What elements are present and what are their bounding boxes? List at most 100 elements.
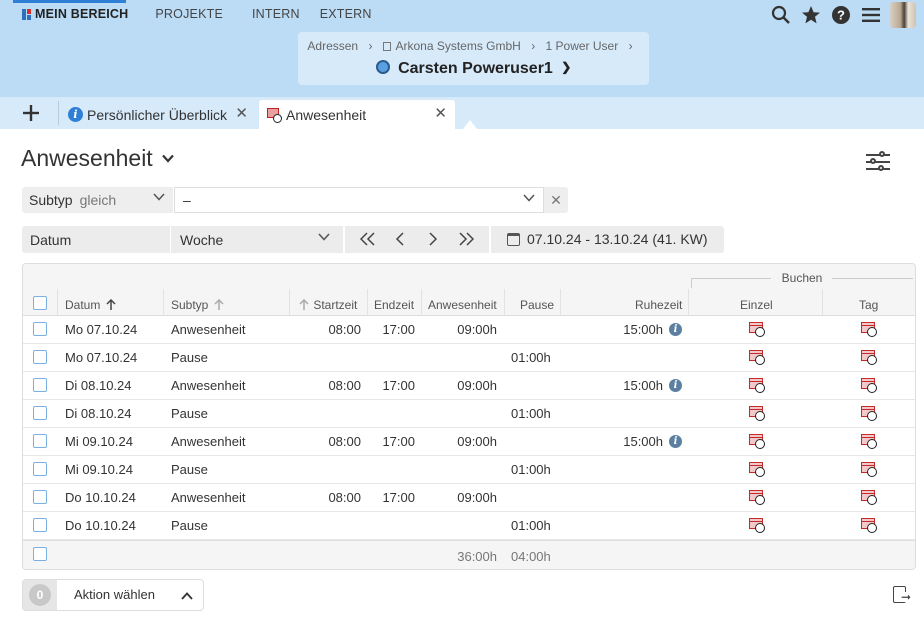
row-checkbox[interactable] <box>33 350 47 364</box>
table-row[interactable]: Di 08.10.24 Pause 01:00h <box>23 400 915 428</box>
cell-datum: Do 10.10.24 <box>65 490 136 505</box>
info-icon[interactable]: i <box>669 379 682 392</box>
book-day-icon[interactable] <box>861 350 877 366</box>
table-footer: 36:00h 04:00h <box>23 540 915 569</box>
clear-filter-button[interactable]: ✕ <box>544 187 568 213</box>
row-checkbox[interactable] <box>33 434 47 448</box>
cell-subtyp: Anwesenheit <box>171 434 246 449</box>
table-row[interactable]: Mi 09.10.24 Anwesenheit 08:00 17:00 09:00h 15… <box>23 428 915 456</box>
row-checkbox[interactable] <box>33 322 47 336</box>
table-row[interactable]: Do 10.10.24 Pause 01:00h <box>23 512 915 540</box>
row-checkbox[interactable] <box>33 490 47 504</box>
col-header-endzeit[interactable]: Endzeit <box>374 298 415 312</box>
tab-persoenlicher-ueberblick[interactable]: i Persönlicher Überblick ✕ <box>60 100 256 129</box>
cell-pause: 01:00h <box>511 462 551 477</box>
select-all-checkbox[interactable] <box>33 296 47 310</box>
row-checkbox[interactable] <box>33 406 47 420</box>
cell-datum: Mo 07.10.24 <box>65 322 138 337</box>
book-day-icon[interactable] <box>861 406 877 422</box>
tab-anwesenheit[interactable]: Anwesenheit ✕ <box>259 100 455 129</box>
book-single-icon[interactable] <box>749 378 765 394</box>
book-single-icon[interactable] <box>749 490 765 506</box>
col-header-pause[interactable]: Pause <box>520 298 555 312</box>
context-title[interactable]: Carsten Poweruser1 ❯ <box>298 60 649 78</box>
table-row[interactable]: Mo 07.10.24 Anwesenheit 08:00 17:00 09:00h 15… <box>23 316 915 344</box>
table-row[interactable]: Di 08.10.24 Anwesenheit 08:00 17:00 09:00h 15… <box>23 372 915 400</box>
col-header-anwesenheit[interactable]: Anwesenheit <box>428 298 497 312</box>
nav-intern[interactable]: INTERN <box>251 7 300 21</box>
settings-sliders-icon[interactable] <box>866 151 890 173</box>
book-day-icon[interactable] <box>861 322 877 338</box>
chevron-up-icon <box>181 584 193 603</box>
close-icon[interactable]: ✕ <box>434 105 447 122</box>
nav-mein-bereich[interactable]: MEIN BEREICH <box>22 7 128 21</box>
divider <box>170 226 171 253</box>
star-icon[interactable] <box>796 2 826 28</box>
page-title[interactable]: Anwesenheit <box>21 145 174 172</box>
cell-datum: Mi 09.10.24 <box>65 462 133 477</box>
col-header-ruhezeit[interactable]: Ruhezeit <box>635 298 683 312</box>
cell-startzeit: 08:00 <box>328 322 361 337</box>
cell-pause: 01:00h <box>511 406 551 421</box>
user-avatar[interactable] <box>890 2 916 28</box>
table-row[interactable]: Do 10.10.24 Anwesenheit 08:00 17:00 09:00h <box>23 484 915 512</box>
breadcrumb: Adressen › Arkona Systems GmbH › 1 Power… <box>298 39 649 53</box>
row-checkbox[interactable] <box>33 462 47 476</box>
book-single-icon[interactable] <box>749 322 765 338</box>
col-header-einzel: Einzel <box>740 298 773 312</box>
cell-datum: Di 08.10.24 <box>65 406 132 421</box>
nav-extern[interactable]: EXTERN <box>319 7 372 21</box>
col-header-datum[interactable]: Datum <box>65 298 116 312</box>
row-checkbox[interactable] <box>33 518 47 532</box>
filter-value-select[interactable]: – <box>174 187 544 213</box>
subtype-filter: Subtyp gleich – ✕ <box>22 187 568 213</box>
add-tab-button[interactable] <box>20 99 42 128</box>
cell-datum: Mi 09.10.24 <box>65 434 133 449</box>
close-icon[interactable]: ✕ <box>235 105 248 122</box>
filter-field-select[interactable]: Subtyp gleich <box>22 187 173 213</box>
main-navigation: MEIN BEREICH PROJEKTE INTERN EXTERN <box>22 7 399 21</box>
nav-projekte[interactable]: PROJEKTE <box>155 7 223 21</box>
book-day-icon[interactable] <box>861 518 877 534</box>
book-day-icon[interactable] <box>861 462 877 478</box>
period-mode-select[interactable]: Woche <box>180 232 224 248</box>
table-row[interactable]: Mo 07.10.24 Pause 01:00h <box>23 344 915 372</box>
dashboard-icon <box>22 8 31 20</box>
menu-icon[interactable] <box>856 2 886 28</box>
date-range[interactable]: 07.10.24 - 13.10.24 (41. KW) <box>527 231 708 247</box>
footer-checkbox[interactable] <box>33 547 47 561</box>
action-select[interactable]: 0 Aktion wählen <box>22 579 204 611</box>
row-checkbox[interactable] <box>33 378 47 392</box>
col-header-startzeit[interactable]: Startzeit <box>299 298 357 312</box>
col-header-subtyp[interactable]: Subtyp <box>171 298 224 312</box>
book-single-icon[interactable] <box>749 350 765 366</box>
book-single-icon[interactable] <box>749 462 765 478</box>
chevron-left-icon[interactable] <box>395 229 405 251</box>
book-day-icon[interactable] <box>861 490 877 506</box>
book-day-icon[interactable] <box>861 378 877 394</box>
book-day-icon[interactable] <box>861 434 877 450</box>
info-icon[interactable]: i <box>669 435 682 448</box>
double-chevron-right-icon[interactable] <box>458 229 475 251</box>
book-single-icon[interactable] <box>749 406 765 422</box>
book-single-icon[interactable] <box>749 518 765 534</box>
chevron-down-icon[interactable] <box>318 232 330 244</box>
help-icon[interactable]: ? <box>826 2 856 28</box>
chevron-right-icon[interactable] <box>428 229 438 251</box>
book-single-icon[interactable] <box>749 434 765 450</box>
info-icon[interactable]: i <box>669 323 682 336</box>
tab-label: Persönlicher Überblick <box>87 106 228 123</box>
period-field[interactable]: Datum <box>30 232 72 248</box>
search-icon[interactable] <box>766 2 796 28</box>
breadcrumb-user[interactable]: 1 Power User <box>545 39 619 53</box>
table-row[interactable]: Mi 09.10.24 Pause 01:00h <box>23 456 915 484</box>
double-chevron-left-icon[interactable] <box>359 229 376 251</box>
divider <box>58 101 59 125</box>
breadcrumb-company[interactable]: Arkona Systems GmbH <box>395 39 521 53</box>
cell-anwesenheit: 09:00h <box>457 434 497 449</box>
cell-subtyp: Anwesenheit <box>171 378 246 393</box>
export-icon[interactable]: ➞ <box>893 586 913 604</box>
calendar-icon[interactable] <box>507 233 520 246</box>
breadcrumb-adressen[interactable]: Adressen <box>307 39 359 53</box>
top-icons: ? <box>766 2 916 28</box>
